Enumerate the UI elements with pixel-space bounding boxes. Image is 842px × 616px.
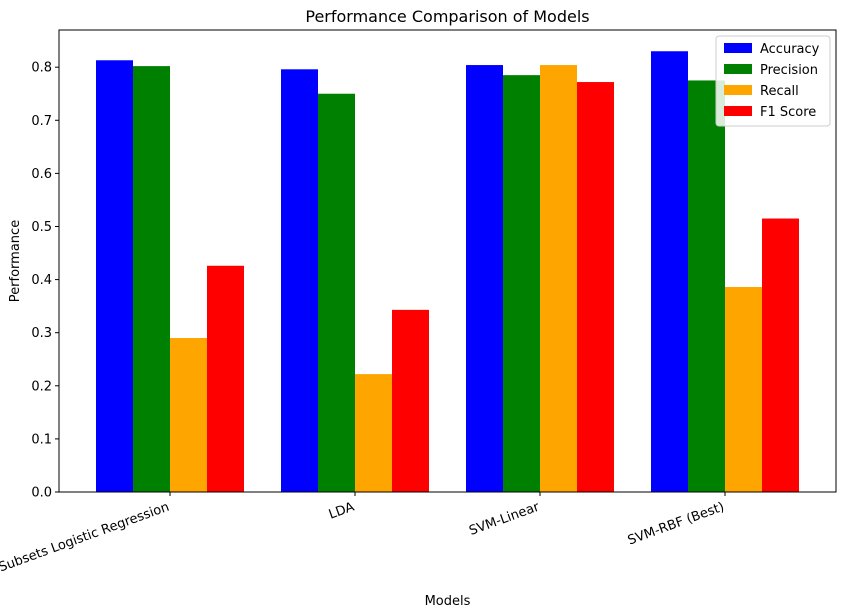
bar-recall-2 bbox=[540, 65, 577, 493]
x-tick-label: All-Subsets Logistic Regression bbox=[0, 500, 171, 583]
legend-swatch bbox=[724, 85, 752, 95]
legend-label: Precision bbox=[760, 63, 818, 78]
bars-group bbox=[96, 51, 799, 493]
bar-accuracy-2 bbox=[466, 65, 503, 493]
y-tick-label: 0.7 bbox=[31, 114, 52, 129]
bar-accuracy-3 bbox=[651, 51, 688, 493]
x-axis: All-Subsets Logistic Regression LDA SVM-Li… bbox=[0, 492, 726, 583]
y-axis-label: Performance bbox=[8, 220, 23, 302]
bar-recall-0 bbox=[170, 338, 207, 492]
bar-recall-3 bbox=[725, 287, 762, 492]
x-tick-label: SVM-RBF (Best) bbox=[626, 500, 727, 549]
bar-f1-score-0 bbox=[207, 265, 244, 492]
bar-precision-3 bbox=[688, 80, 725, 492]
bar-recall-1 bbox=[355, 374, 392, 492]
bar-f1-score-3 bbox=[762, 218, 799, 492]
x-tick-label: LDA bbox=[327, 500, 357, 523]
legend-frame bbox=[715, 35, 831, 127]
y-tick-label: 0.6 bbox=[31, 167, 52, 182]
y-tick-label: 0.8 bbox=[31, 61, 52, 76]
y-tick-label: 0.2 bbox=[31, 379, 52, 394]
y-axis: 0.0 0.1 0.2 0.3 0.4 0.5 0.6 0.7 0.8 bbox=[31, 61, 59, 501]
x-tick-label: SVM-Linear bbox=[467, 499, 542, 538]
bar-f1-score-2 bbox=[577, 82, 614, 492]
chart-title: Performance Comparison of Models bbox=[305, 7, 589, 26]
legend-swatch bbox=[724, 106, 752, 116]
bar-precision-2 bbox=[503, 75, 540, 492]
bar-f1-score-1 bbox=[392, 309, 429, 492]
y-tick-label: 0.5 bbox=[31, 220, 52, 235]
y-tick-label: 0.4 bbox=[31, 273, 52, 288]
x-axis-label: Models bbox=[425, 594, 471, 609]
legend-swatch bbox=[724, 43, 752, 53]
bar-precision-1 bbox=[318, 93, 355, 492]
legend-label: Accuracy bbox=[760, 42, 820, 57]
legend-label: Recall bbox=[760, 84, 799, 99]
bar-accuracy-1 bbox=[281, 69, 318, 493]
legend-label: F1 Score bbox=[760, 105, 816, 120]
bar-accuracy-0 bbox=[96, 60, 133, 493]
y-tick-label: 0.3 bbox=[31, 326, 52, 341]
plot-frame bbox=[58, 29, 837, 493]
bar-precision-0 bbox=[133, 66, 170, 493]
legend-swatch bbox=[724, 64, 752, 74]
y-tick-label: 0.1 bbox=[31, 432, 52, 447]
legend: Accuracy Precision Recall F1 Score bbox=[715, 35, 831, 127]
y-tick-label: 0.0 bbox=[31, 486, 52, 501]
